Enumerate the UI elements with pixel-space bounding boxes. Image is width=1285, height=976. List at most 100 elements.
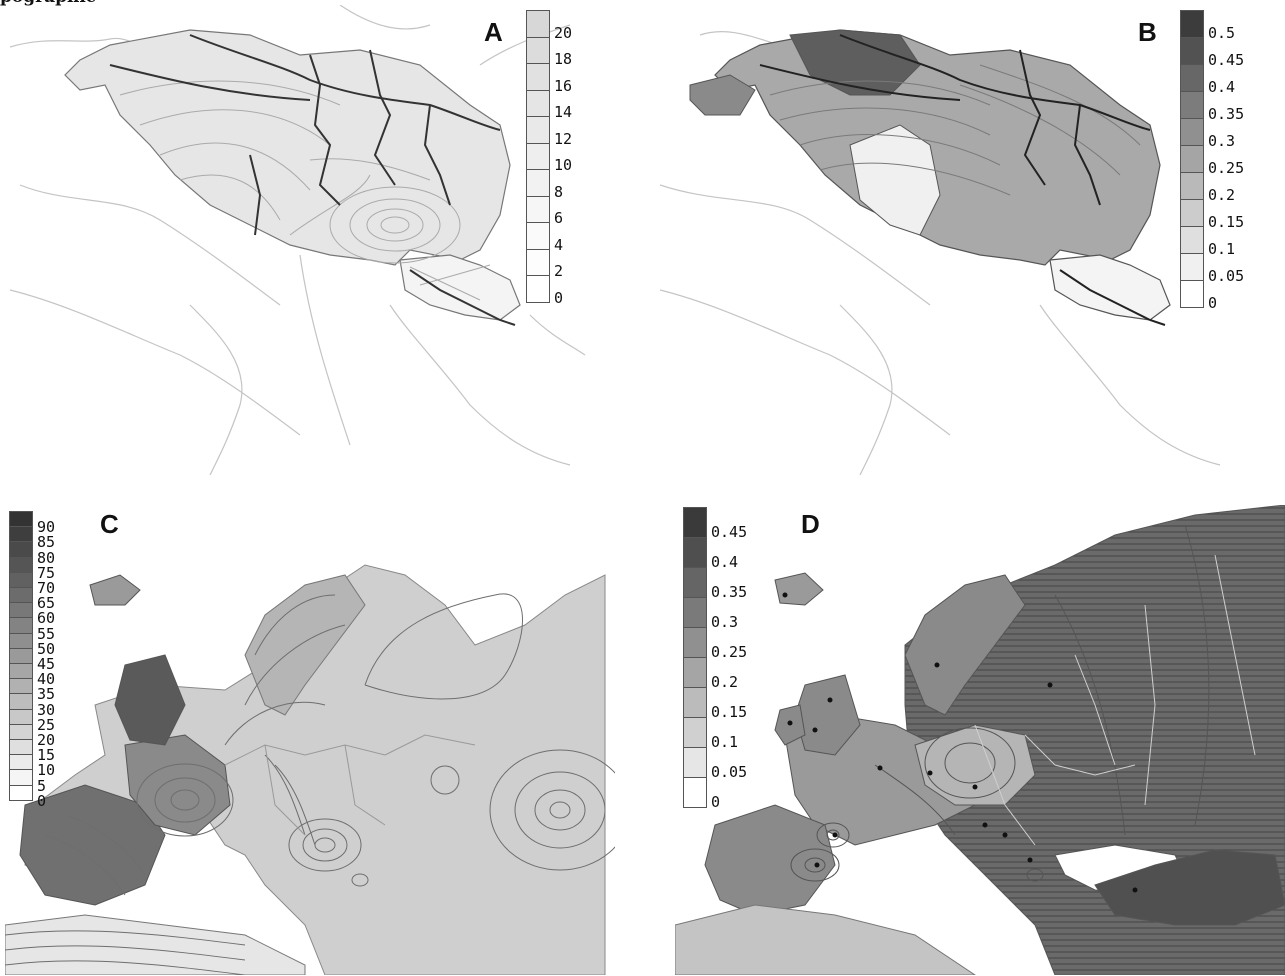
legend-tick-label: 0.35: [711, 583, 748, 601]
legend-tick-label: 35: [37, 685, 56, 704]
legend-tick-label: 10: [37, 761, 56, 780]
legend-tick-label: 55: [37, 624, 56, 643]
legend-swatch: [526, 36, 550, 64]
legend-swatch: [1180, 199, 1204, 227]
legend-tick-label: 0.4: [1208, 78, 1236, 97]
region-west: [689, 74, 756, 116]
figure-heading: pographic: [0, 0, 96, 7]
legend-tick-label: 0.3: [1208, 132, 1236, 151]
legend-swatch: [9, 617, 33, 634]
legend-tick-label: 60: [37, 609, 56, 628]
sample-points: [782, 592, 1138, 893]
legend-tick-label: 80: [37, 548, 56, 567]
legend-swatch: [683, 597, 707, 628]
legend-swatch: [526, 248, 550, 276]
region-nafrica: [5, 914, 306, 975]
legend-swatch: [1180, 145, 1204, 173]
legend-tick-label: 12: [554, 129, 573, 148]
region-light: [849, 124, 941, 236]
legend-tick-label: 20: [37, 730, 56, 749]
legend-tick-label: 0.25: [711, 643, 748, 661]
legend-tick-label: 0.35: [1208, 105, 1245, 124]
panel-label-d: D: [801, 509, 820, 539]
legend-tick-label: 45: [37, 654, 56, 673]
legend-swatch: [526, 195, 550, 223]
rivers: [109, 34, 516, 326]
isolines: [5, 593, 615, 975]
legend-tick-label: 90: [37, 518, 56, 537]
region-scandinavia: [244, 574, 366, 716]
legend-swatch: [526, 142, 550, 170]
map-panel-a: A 20 18 16 14 12 10 8 6 4 2 0: [10, 5, 620, 475]
map-panel-c: C 90 85 80 75 70 65 60 55 50 45 40 35 30 25 20 15 10 5 0: [5, 505, 615, 975]
region-iceland: [774, 572, 824, 606]
legend-swatch: [9, 723, 33, 740]
legend-swatch: [9, 541, 33, 558]
legend-swatch: [1180, 253, 1204, 281]
isolines: [769, 64, 1141, 196]
region-iceland: [89, 574, 141, 606]
map-d-svg: [675, 505, 1285, 975]
legend-swatch: [9, 587, 33, 604]
legend-swatch: [683, 747, 707, 778]
legend-tick-label: 15: [37, 746, 56, 765]
legend-tick-label: 2: [554, 262, 564, 281]
legend-swatch: [9, 632, 33, 649]
legend-swatch: [9, 602, 33, 619]
legend-swatch: [1180, 37, 1204, 65]
map-a-svg: [10, 5, 586, 475]
legend-tick-label: 20: [554, 23, 573, 42]
legend-tick-label: 85: [37, 533, 56, 552]
legend-tick-label: 0.45: [711, 523, 748, 541]
legend-swatch: [526, 222, 550, 250]
legend-tick-label: 0.4: [711, 553, 739, 571]
legend-tick-label: 75: [37, 563, 56, 582]
legend-swatch: [683, 537, 707, 568]
legend-swatch: [9, 754, 33, 771]
panel-label-b: B: [1138, 17, 1157, 47]
region-south: [1049, 254, 1171, 321]
region-iberia: [704, 804, 836, 916]
legend-swatch: [683, 687, 707, 718]
legend-swatch: [1180, 10, 1204, 38]
legend-swatch: [1180, 118, 1204, 146]
legend-swatch: [526, 63, 550, 91]
legend-swatch: [1180, 226, 1204, 254]
legend-tick-label: 0.15: [711, 703, 748, 721]
isolines: [790, 524, 1210, 882]
legend-tick-label: 4: [554, 235, 564, 254]
background-coastlines: [660, 31, 1221, 475]
rivers: [759, 34, 1166, 326]
legend-swatch: [683, 717, 707, 748]
legend-tick-label: 6: [554, 209, 564, 228]
legend-swatch: [526, 10, 550, 38]
legend-tick-label: 0.1: [711, 733, 739, 751]
borders: [224, 734, 476, 836]
region-scandinavia: [904, 574, 1026, 716]
legend-tick-label: 0.1: [1208, 240, 1236, 259]
legend-swatch: [526, 275, 550, 303]
map-panel-b: B 0.5 0.45 0.4 0.35 0.3 0.25 0.2 0.15 0.1 0.05 0: [660, 5, 1270, 475]
legend-swatch: [9, 526, 33, 543]
legend-tick-label: 0: [37, 791, 47, 810]
legend-swatch: [9, 663, 33, 680]
legend-swatch: [9, 769, 33, 786]
legend-swatch: [9, 556, 33, 573]
legend-swatch: [9, 708, 33, 725]
legend-swatch: [9, 784, 33, 801]
isolines: [119, 80, 491, 301]
legend-tick-label: 10: [554, 156, 573, 175]
legend-swatch: [526, 89, 550, 117]
legend-tick-label: 50: [37, 639, 56, 658]
region-south: [399, 254, 521, 321]
legend-tick-label: 65: [37, 594, 56, 613]
legend-swatch: [9, 571, 33, 588]
legend-swatch: [1180, 91, 1204, 119]
region-fill: [64, 29, 511, 266]
legend-tick-label: 40: [37, 670, 56, 689]
legend-tick-label: 0.45: [1208, 51, 1245, 70]
legend-tick-label: 0: [711, 793, 721, 811]
legend-tick-label: 14: [554, 103, 573, 122]
legend-swatch: [683, 657, 707, 688]
legend-swatch: [526, 116, 550, 144]
